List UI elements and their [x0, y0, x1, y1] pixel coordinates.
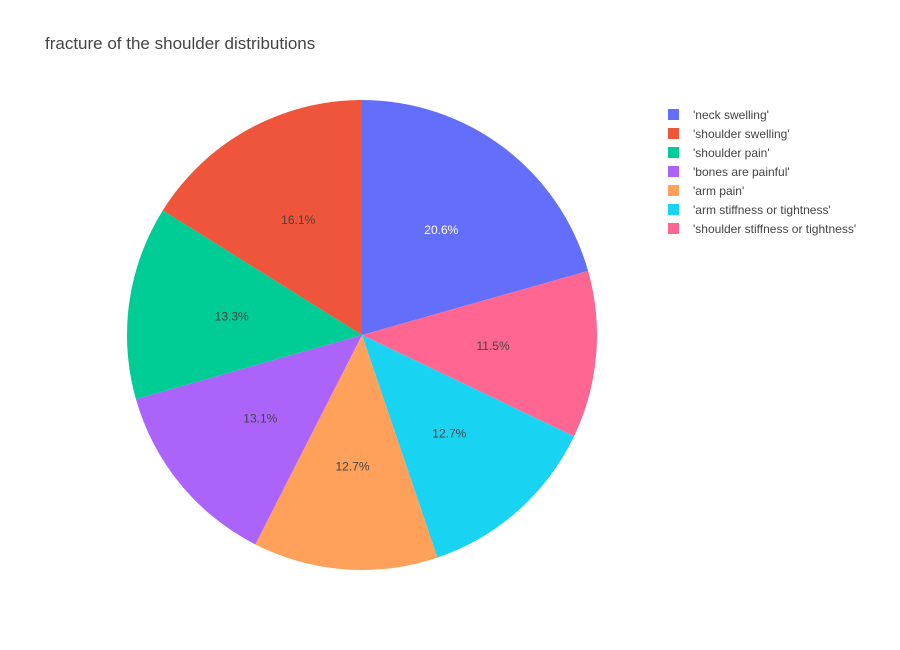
legend-swatch [668, 109, 679, 120]
legend-item-shoulder-stiffness-or-tightness[interactable]: 'shoulder stiffness or tightness' [668, 219, 856, 238]
legend-label: 'shoulder pain' [693, 145, 770, 160]
pie-slice-bones-are-painful[interactable] [135, 335, 362, 545]
legend-item-neck-swelling[interactable]: 'neck swelling' [668, 105, 856, 124]
slice-label-bones-are-painful: 13.1% [243, 412, 277, 426]
slice-label-neck-swelling: 20.6% [424, 223, 458, 237]
legend-swatch [668, 147, 679, 158]
slice-label-shoulder-swelling: 16.1% [281, 213, 315, 227]
legend-label: 'arm pain' [693, 183, 745, 198]
legend-swatch [668, 223, 679, 234]
pie-slice-labels: 20.6% 11.5% 12.7% 12.7% 13.1% 13.3% 16.1% [215, 213, 510, 473]
pie-slice-shoulder-swelling[interactable] [162, 100, 362, 335]
slice-label-shoulder-stiffness-or-tightness: 11.5% [477, 339, 510, 353]
pie-slice-arm-stiffness-or-tightness[interactable] [362, 335, 575, 558]
legend-item-arm-stiffness-or-tightness[interactable]: 'arm stiffness or tightness' [668, 200, 856, 219]
pie-slice-arm-pain[interactable] [255, 335, 438, 570]
pie-slice-neck-swelling[interactable] [362, 100, 589, 335]
legend-item-bones-are-painful[interactable]: 'bones are painful' [668, 162, 856, 181]
pie-slices [126, 100, 597, 570]
legend: 'neck swelling' 'shoulder swelling' 'shoul… [668, 105, 856, 238]
slice-label-arm-pain: 12.7% [335, 459, 369, 473]
chart-title: fracture of the shoulder distributions [45, 34, 316, 53]
legend-swatch [668, 166, 679, 177]
legend-label: 'shoulder swelling' [693, 126, 790, 141]
legend-item-shoulder-swelling[interactable]: 'shoulder swelling' [668, 124, 856, 143]
legend-swatch [668, 185, 679, 196]
legend-swatch [668, 204, 679, 215]
legend-label: 'arm stiffness or tightness' [693, 202, 831, 217]
legend-label: 'neck swelling' [693, 107, 769, 122]
slice-label-shoulder-pain: 13.3% [215, 310, 249, 324]
legend-label: 'bones are painful' [693, 164, 790, 179]
pie-slice-shoulder-stiffness-or-tightness[interactable] [362, 270, 597, 437]
legend-item-arm-pain[interactable]: 'arm pain' [668, 181, 856, 200]
legend-swatch [668, 128, 679, 139]
legend-item-shoulder-pain[interactable]: 'shoulder pain' [668, 143, 856, 162]
legend-label: 'shoulder stiffness or tightness' [693, 221, 857, 236]
slice-label-arm-stiffness-or-tightness: 12.7% [432, 426, 466, 440]
pie-slice-shoulder-pain[interactable] [126, 210, 362, 400]
